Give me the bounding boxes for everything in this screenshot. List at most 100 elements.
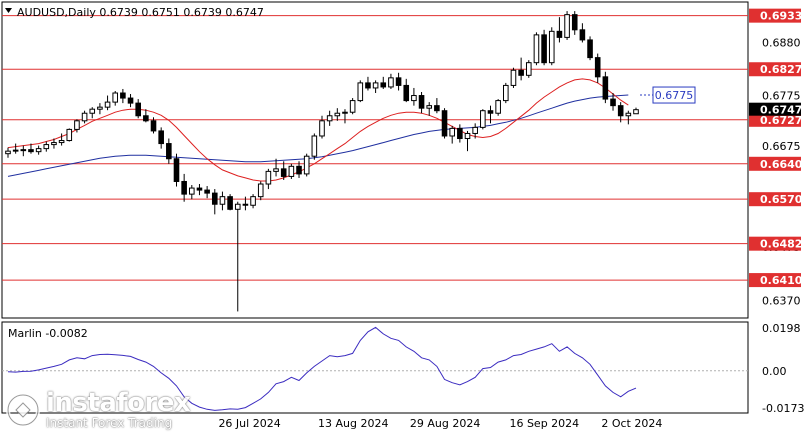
candle xyxy=(449,125,455,144)
candle-body xyxy=(464,132,471,140)
candle-body xyxy=(296,165,302,175)
candle-body xyxy=(449,127,455,137)
candle-body xyxy=(273,168,279,172)
level-price-badge xyxy=(749,273,801,288)
candle xyxy=(89,107,96,119)
candle xyxy=(265,168,272,190)
candle xyxy=(334,108,341,121)
candle xyxy=(58,133,65,146)
candle xyxy=(426,102,433,116)
candle xyxy=(273,158,279,177)
candle-body xyxy=(189,187,195,195)
candle-body xyxy=(594,57,601,78)
candle-body xyxy=(533,34,540,64)
candle xyxy=(633,107,639,115)
candle xyxy=(587,36,593,61)
candle-body xyxy=(548,30,555,64)
candle xyxy=(181,173,187,202)
candle-body xyxy=(472,126,478,134)
candle-body xyxy=(158,130,164,145)
level-price-badge xyxy=(749,156,801,171)
candle xyxy=(372,80,379,94)
candle-body xyxy=(58,140,65,144)
candle-body xyxy=(28,149,34,153)
candle xyxy=(12,143,19,154)
level-price-badge xyxy=(749,112,801,127)
candle xyxy=(625,110,632,125)
level-price-badge xyxy=(749,236,801,251)
candle xyxy=(51,138,57,149)
candle-body xyxy=(43,144,50,150)
candle-body xyxy=(51,142,57,146)
candle xyxy=(196,184,203,196)
candle xyxy=(135,99,141,119)
candle xyxy=(219,191,226,211)
candle xyxy=(579,23,586,43)
candle xyxy=(35,145,42,155)
candle xyxy=(503,82,509,104)
level-price-badge xyxy=(749,62,801,77)
candle-body xyxy=(434,105,440,112)
candle-body xyxy=(204,189,210,194)
main-panel-frame xyxy=(1,1,749,319)
candle-body xyxy=(441,110,448,137)
candle xyxy=(411,87,417,106)
candle xyxy=(434,98,440,114)
candle-body xyxy=(257,183,264,198)
candle xyxy=(610,93,616,111)
candle xyxy=(234,201,241,312)
candle xyxy=(143,109,149,123)
candle-body xyxy=(388,77,394,88)
sma-fast-line xyxy=(7,78,629,182)
candle xyxy=(81,110,88,124)
candle xyxy=(66,128,73,142)
candle-body xyxy=(556,30,563,38)
candle xyxy=(472,123,478,139)
candle-body xyxy=(587,39,593,59)
candle-body xyxy=(326,115,333,122)
candle-body xyxy=(541,34,547,64)
candle-body xyxy=(579,29,586,41)
candle-body xyxy=(127,97,134,104)
candle-body xyxy=(166,143,172,160)
current-price-badge xyxy=(749,102,801,116)
candle xyxy=(173,153,180,187)
watermark: instaforex Instant Forex Trading xyxy=(6,390,191,430)
candle xyxy=(120,88,126,104)
candle-body xyxy=(602,76,609,100)
candle xyxy=(211,189,218,215)
candle-body xyxy=(81,112,88,122)
candle xyxy=(319,115,325,139)
candle-body xyxy=(120,92,126,99)
current-price-label: 0.6747 xyxy=(760,104,802,117)
candle xyxy=(518,57,524,81)
candle-body xyxy=(97,106,103,110)
candle xyxy=(349,98,356,115)
candle xyxy=(204,186,210,199)
symbol-dropdown-icon xyxy=(5,8,12,13)
candle-body xyxy=(334,112,341,117)
candle xyxy=(227,194,233,211)
candle-body xyxy=(20,149,27,152)
candle-body xyxy=(74,120,80,130)
candle xyxy=(28,143,34,154)
candle-body xyxy=(518,69,524,76)
candle-body xyxy=(418,95,425,109)
x-axis-label: 2 Oct 2024 xyxy=(601,417,662,430)
candle xyxy=(104,95,111,111)
candle-body xyxy=(395,77,402,86)
candle xyxy=(242,196,249,211)
candle xyxy=(311,133,318,160)
candle-body xyxy=(510,69,517,86)
level-price-badge xyxy=(749,8,801,23)
sma-slow-line xyxy=(7,94,629,177)
candle xyxy=(487,105,494,124)
candle xyxy=(326,110,333,126)
candle xyxy=(303,153,310,177)
candle xyxy=(20,145,27,157)
target-label-box xyxy=(652,86,696,104)
candle-body xyxy=(319,120,325,137)
candle xyxy=(112,90,119,106)
candle xyxy=(464,130,471,152)
